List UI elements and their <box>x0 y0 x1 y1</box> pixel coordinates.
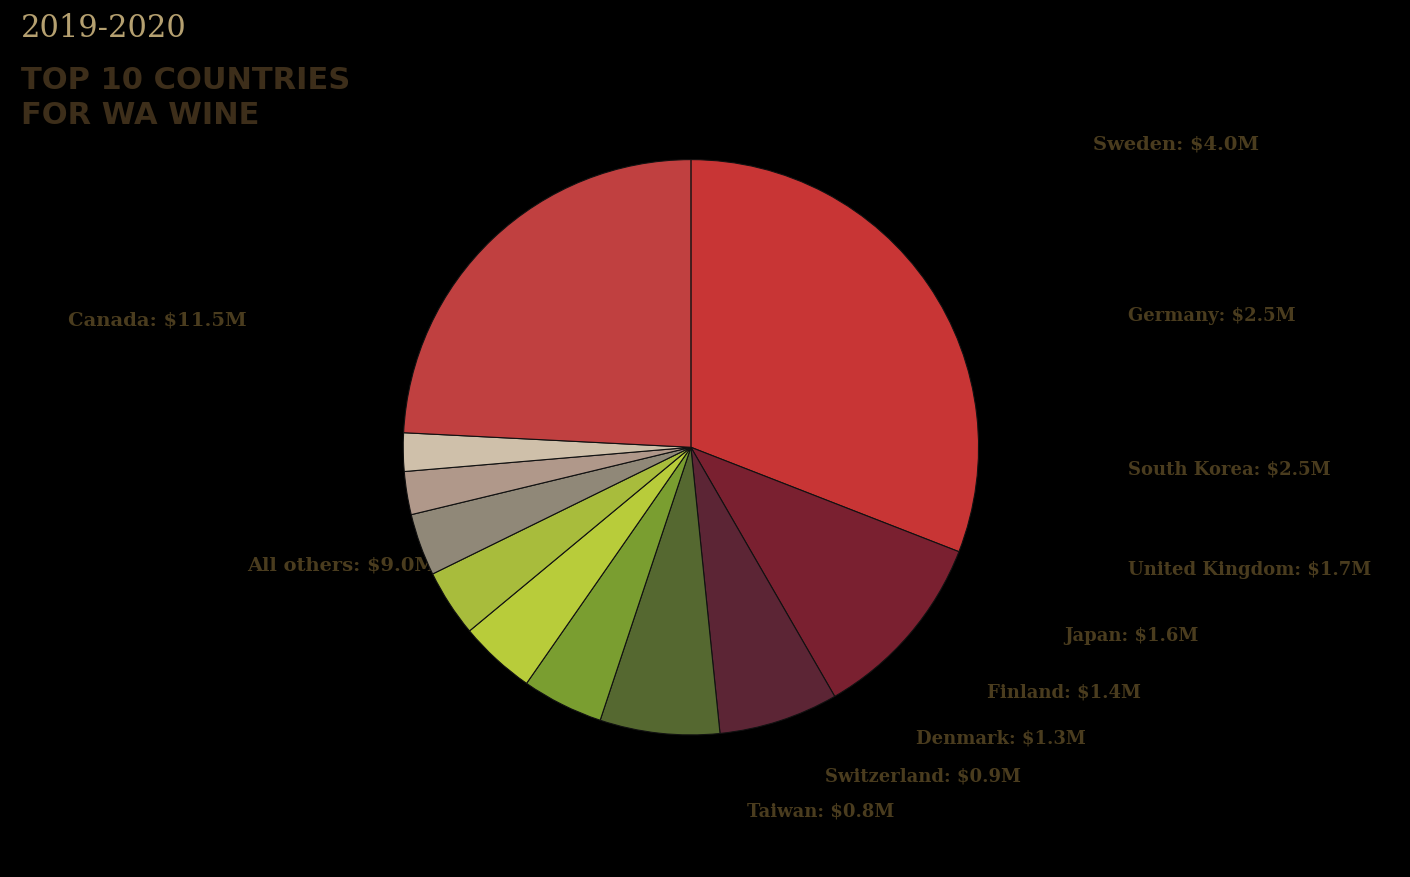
Text: TOP 10 COUNTRIES
FOR WA WINE: TOP 10 COUNTRIES FOR WA WINE <box>21 66 351 130</box>
Text: Denmark: $1.3M: Denmark: $1.3M <box>916 730 1086 747</box>
Wedge shape <box>691 447 835 733</box>
Text: All others: $9.0M: All others: $9.0M <box>247 557 436 574</box>
Wedge shape <box>470 447 691 683</box>
Wedge shape <box>412 447 691 574</box>
Wedge shape <box>691 447 959 696</box>
Text: Switzerland: $0.9M: Switzerland: $0.9M <box>825 767 1021 785</box>
Text: Japan: $1.6M: Japan: $1.6M <box>1065 627 1198 645</box>
Text: Canada: $11.5M: Canada: $11.5M <box>68 311 247 329</box>
Wedge shape <box>691 160 979 552</box>
Wedge shape <box>403 432 691 472</box>
Wedge shape <box>433 447 691 631</box>
Text: South Korea: $2.5M: South Korea: $2.5M <box>1128 460 1331 478</box>
Wedge shape <box>601 447 721 735</box>
Wedge shape <box>526 447 691 720</box>
Text: Germany: $2.5M: Germany: $2.5M <box>1128 307 1296 324</box>
Text: 2019-2020: 2019-2020 <box>21 13 188 44</box>
Text: United Kingdom: $1.7M: United Kingdom: $1.7M <box>1128 561 1372 579</box>
Text: Sweden: $4.0M: Sweden: $4.0M <box>1093 136 1259 153</box>
Wedge shape <box>403 160 691 447</box>
Wedge shape <box>405 447 691 515</box>
Text: Finland: $1.4M: Finland: $1.4M <box>987 684 1141 702</box>
Text: Taiwan: $0.8M: Taiwan: $0.8M <box>747 802 895 820</box>
